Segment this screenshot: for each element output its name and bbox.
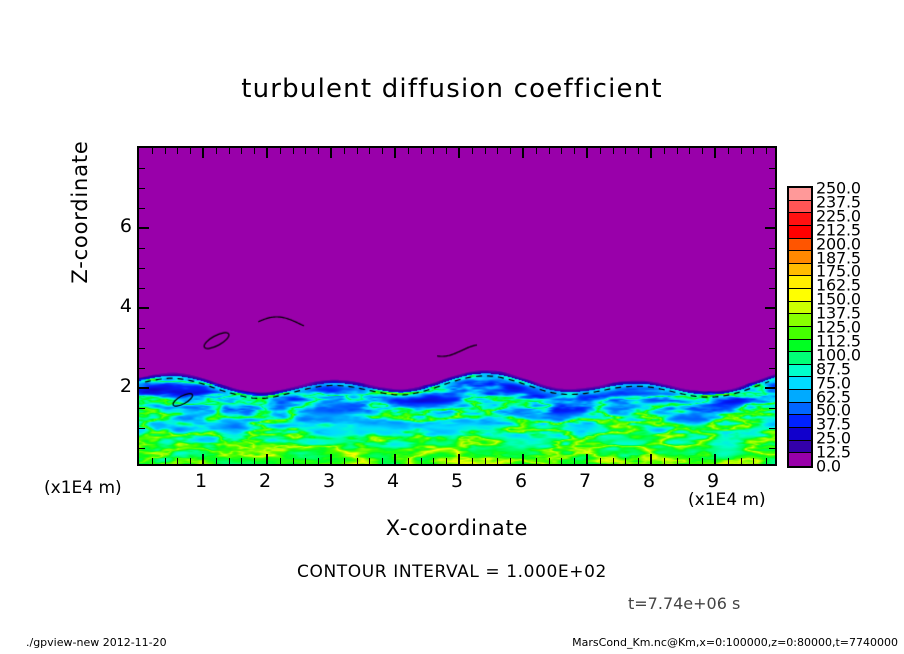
colorbar-band bbox=[789, 377, 811, 390]
y-tick-label: 4 bbox=[119, 295, 132, 317]
x-tick-label: 3 bbox=[322, 470, 336, 492]
colorbar-tick-label: 75.0 bbox=[816, 373, 851, 393]
x-tick-label: 5 bbox=[450, 470, 464, 492]
colorbar-tick-label: 162.5 bbox=[816, 275, 861, 295]
colorbar-band bbox=[789, 314, 811, 327]
page-title: turbulent diffusion coefficient bbox=[241, 74, 663, 104]
x-tick-label: 2 bbox=[258, 470, 272, 492]
footer-command: ./gpview-new 2012-11-20 bbox=[26, 636, 167, 649]
colorbar-band bbox=[789, 390, 811, 403]
contour-interval-note: CONTOUR INTERVAL = 1.000E+02 bbox=[297, 562, 607, 582]
colorbar-tick-label: 237.5 bbox=[816, 192, 861, 212]
colorbar-band bbox=[789, 251, 811, 264]
x-tick-label: 1 bbox=[194, 470, 208, 492]
colorbar-band bbox=[789, 453, 811, 466]
colorbar-band bbox=[789, 440, 811, 454]
colorbar-band bbox=[789, 427, 811, 441]
y-axis-units-label: (x1E4 m) bbox=[44, 478, 122, 498]
colorbar-tick-label: 212.5 bbox=[816, 220, 861, 240]
colorbar-band bbox=[789, 326, 811, 340]
x-tick-label: 6 bbox=[514, 470, 528, 492]
x-tick-label: 4 bbox=[386, 470, 400, 492]
colorbar-tick-label: 37.5 bbox=[816, 414, 851, 434]
colorbar-tick-label: 0.0 bbox=[816, 456, 841, 476]
colorbar-tick-label: 200.0 bbox=[816, 234, 861, 254]
colorbar-band bbox=[789, 200, 811, 214]
x-tick-label: 8 bbox=[642, 470, 656, 492]
colorbar-tick-label: 25.0 bbox=[816, 428, 851, 448]
colorbar-tick-label: 137.5 bbox=[816, 303, 861, 323]
colorbar-band bbox=[789, 238, 811, 252]
colorbar-band bbox=[789, 352, 811, 365]
y-axis-title: Z-coordinate bbox=[68, 140, 92, 284]
colorbar-tick-label: 87.5 bbox=[816, 359, 851, 379]
colorbar-band bbox=[789, 289, 811, 302]
colorbar-band bbox=[789, 339, 811, 353]
plot-area bbox=[137, 146, 777, 466]
colorbar-tick-label: 100.0 bbox=[816, 345, 861, 365]
colorbar-band bbox=[789, 263, 811, 277]
colorbar-band bbox=[789, 225, 811, 239]
time-stamp: t=7.74e+06 s bbox=[628, 594, 741, 613]
colorbar-band bbox=[789, 301, 811, 315]
x-axis-title: X-coordinate bbox=[385, 516, 529, 540]
colorbar-tick-label: 12.5 bbox=[816, 442, 851, 462]
x-tick-label: 9 bbox=[706, 470, 720, 492]
colorbar-band bbox=[789, 213, 811, 226]
colorbar-tick-label: 175.0 bbox=[816, 261, 861, 281]
colorbar-tick-label: 125.0 bbox=[816, 317, 861, 337]
colorbar-band bbox=[789, 402, 811, 416]
colorbar-tick-label: 187.5 bbox=[816, 248, 861, 267]
colorbar-tick-label: 50.0 bbox=[816, 400, 851, 420]
x-tick-label: 7 bbox=[578, 470, 592, 492]
colorbar-tick-label: 225.0 bbox=[816, 206, 861, 226]
y-tick-label: 6 bbox=[119, 215, 132, 237]
colorbar bbox=[787, 186, 813, 468]
colorbar-tick-label: 150.0 bbox=[816, 289, 861, 309]
colorbar-tick-label: 62.5 bbox=[816, 387, 851, 406]
colorbar-tick-label: 112.5 bbox=[816, 331, 861, 351]
footer-dataset: MarsCond_Km.nc@Km,x=0:100000,z=0:80000,t… bbox=[572, 636, 898, 649]
colorbar-band bbox=[789, 364, 811, 378]
colorbar-band bbox=[789, 415, 811, 428]
colorbar-tick-label: 250.0 bbox=[816, 178, 861, 198]
colorbar-band bbox=[789, 188, 811, 201]
y-tick-label: 2 bbox=[119, 375, 132, 397]
x-axis-units-label: (x1E4 m) bbox=[688, 490, 766, 510]
colorbar-band bbox=[789, 276, 811, 289]
heatmap-field bbox=[139, 148, 775, 464]
